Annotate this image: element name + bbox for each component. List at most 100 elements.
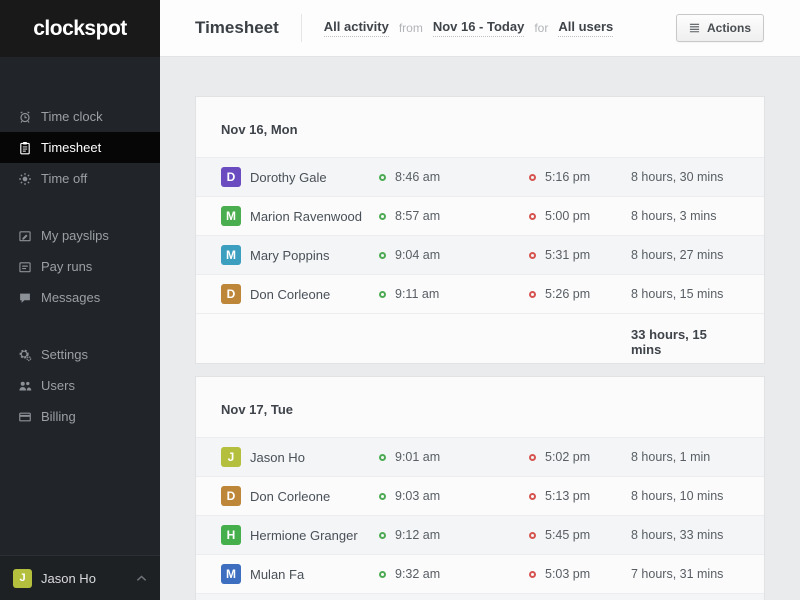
sidebar-item-label: Billing [41, 409, 76, 424]
clock-out-time: 5:02 pm [545, 450, 591, 464]
duration: 8 hours, 27 mins [631, 248, 724, 262]
table-row[interactable]: D Don Corleone 9:03 am 5:13 pm 8 hours, … [196, 476, 764, 515]
clock-out-dot [529, 173, 536, 181]
employee-name: Jason Ho [250, 449, 305, 465]
duration: 8 hours, 30 mins [631, 170, 724, 184]
clock-in-dot [379, 212, 386, 220]
clock-in-dot [379, 453, 386, 461]
sidebar-item-time-clock[interactable]: Time clock [0, 101, 160, 132]
activity-filter[interactable]: All activity [323, 19, 389, 37]
clock-in-time: 8:57 am [395, 209, 441, 223]
clock-in-time: 9:32 am [395, 567, 441, 581]
date-range-filter[interactable]: Nov 16 - Today [432, 19, 525, 37]
employee-name: Dorothy Gale [250, 169, 327, 185]
table-row[interactable]: M Marion Ravenwood 8:57 am 5:00 pm 8 hou… [196, 196, 764, 235]
sidebar: clockspot Time clock Timesheet Time off [0, 0, 160, 600]
avatar: J [221, 447, 241, 467]
hamburger-icon [689, 23, 700, 33]
alarm-clock-icon [18, 110, 32, 124]
table-row[interactable]: M Mulan Fa 9:32 am 5:03 pm 7 hours, 31 m… [196, 554, 764, 593]
table-row[interactable]: J Jason Ho 9:01 am 5:02 pm 8 hours, 1 mi… [196, 437, 764, 476]
clock-in-dot [379, 173, 386, 181]
clock-out-time: 5:00 pm [545, 209, 591, 223]
sidebar-item-label: My payslips [41, 228, 109, 243]
table-row[interactable]: D Don Corleone 9:11 am 5:26 pm 8 hours, … [196, 274, 764, 313]
day-total-row: 33 hours, 15 mins [196, 313, 764, 363]
nav-group-time: Time clock Timesheet Time off [0, 101, 160, 194]
employee-name: Marion Ravenwood [250, 208, 363, 224]
sidebar-item-messages[interactable]: Messages [0, 282, 160, 313]
clock-out-dot [529, 453, 536, 461]
avatar: M [221, 564, 241, 584]
sidebar-item-timesheet[interactable]: Timesheet [0, 132, 160, 163]
clock-in-dot [379, 290, 386, 298]
chevron-up-icon [136, 574, 147, 582]
partially-visible-row [196, 593, 764, 600]
sidebar-item-users[interactable]: Users [0, 370, 160, 401]
employee-name: Mary Poppins [250, 247, 330, 263]
sidebar-item-settings[interactable]: Settings [0, 339, 160, 370]
avatar: D [221, 486, 241, 506]
sidebar-item-my-payslips[interactable]: My payslips [0, 220, 160, 251]
clock-out-dot [529, 492, 536, 500]
sidebar-item-pay-runs[interactable]: Pay runs [0, 251, 160, 282]
duration: 7 hours, 31 mins [631, 567, 724, 581]
employee-name: Hermione Granger [250, 527, 358, 543]
clipboard-icon [18, 141, 32, 155]
clock-out-dot [529, 290, 536, 298]
day-header: Nov 16, Mon [221, 122, 298, 137]
duration: 8 hours, 33 mins [631, 528, 724, 542]
clock-out-dot [529, 251, 536, 259]
clock-in-time: 8:46 am [395, 170, 441, 184]
users-filter[interactable]: All users [558, 19, 614, 37]
payrun-icon [18, 260, 32, 274]
user-menu[interactable]: J Jason Ho [0, 555, 160, 600]
payslip-icon [18, 229, 32, 243]
table-row[interactable]: D Dorothy Gale 8:46 am 5:16 pm 8 hours, … [196, 157, 764, 196]
clock-in-time: 9:01 am [395, 450, 441, 464]
clock-in-dot [379, 570, 386, 578]
table-row[interactable]: M Mary Poppins 9:04 am 5:31 pm 8 hours, … [196, 235, 764, 274]
sidebar-item-billing[interactable]: Billing [0, 401, 160, 432]
credit-card-icon [18, 410, 32, 424]
day-card-nov16: Nov 16, Mon D Dorothy Gale 8:46 am 5:16 … [195, 96, 765, 364]
clock-out-dot [529, 531, 536, 539]
sun-icon [18, 172, 32, 186]
sidebar-item-label: Settings [41, 347, 88, 362]
actions-button[interactable]: Actions [675, 14, 764, 42]
table-row[interactable]: H Hermione Granger 9:12 am 5:45 pm 8 hou… [196, 515, 764, 554]
clock-in-dot [379, 531, 386, 539]
sidebar-item-label: Users [41, 378, 75, 393]
filter-bar: All activity from Nov 16 - Today for All… [323, 19, 614, 37]
avatar: M [221, 206, 241, 226]
from-label: from [398, 21, 423, 35]
page-title: Timesheet [195, 18, 279, 37]
sidebar-item-label: Messages [41, 290, 101, 305]
employee-name: Don Corleone [250, 488, 331, 504]
avatar: M [221, 245, 241, 265]
employee-name: Mulan Fa [250, 566, 305, 582]
sidebar-item-time-off[interactable]: Time off [0, 163, 160, 194]
topbar-divider [300, 14, 302, 42]
clock-out-time: 5:13 pm [545, 489, 591, 503]
duration: 8 hours, 1 min [631, 450, 711, 464]
message-bubble-icon [18, 291, 32, 305]
sidebar-item-label: Time off [41, 171, 88, 186]
duration: 8 hours, 3 mins [631, 209, 717, 223]
sidebar-item-label: Time clock [41, 109, 103, 124]
clock-out-dot [529, 570, 536, 578]
logo-area: clockspot [0, 0, 160, 57]
sidebar-item-label: Pay runs [41, 259, 93, 274]
duration: 8 hours, 10 mins [631, 489, 724, 503]
clock-in-dot [379, 251, 386, 259]
employee-name: Don Corleone [250, 286, 331, 302]
avatar: J [13, 568, 32, 588]
avatar: D [221, 167, 241, 187]
duration: 8 hours, 15 mins [631, 287, 724, 301]
users-icon [18, 379, 32, 393]
clock-in-time: 9:11 am [395, 287, 440, 301]
avatar: H [221, 525, 241, 545]
nav-group-pay: My payslips Pay runs Messages [0, 220, 160, 313]
topbar: Timesheet All activity from Nov 16 - Tod… [160, 0, 800, 57]
